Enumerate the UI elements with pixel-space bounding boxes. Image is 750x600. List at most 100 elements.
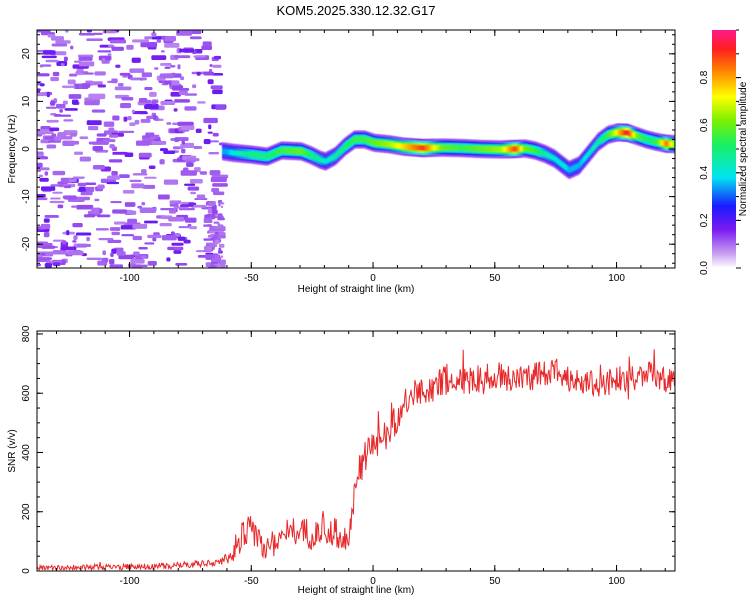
noise-speckle (178, 226, 190, 229)
noise-speckle (210, 140, 219, 143)
noise-speckle (67, 79, 76, 85)
ridge-cell (227, 149, 230, 155)
snr-x-axis-label: Height of straight line (km) (298, 585, 415, 596)
ridge-cell (532, 147, 535, 153)
ridge-cell (556, 158, 559, 164)
ridge-cell (394, 142, 397, 148)
noise-speckle (68, 94, 82, 99)
ridge-cell (319, 157, 322, 163)
ridge-cell (438, 145, 442, 151)
ridge-cell (341, 146, 344, 152)
ridge-cell (232, 150, 235, 156)
noise-speckle (37, 92, 49, 97)
ridge-cell (332, 154, 336, 160)
ridge-cell (360, 136, 363, 143)
noise-speckle (178, 90, 188, 96)
noise-speckle (208, 201, 215, 207)
ridge-cell (384, 141, 387, 147)
noise-speckle (159, 159, 165, 165)
noise-speckle (209, 64, 213, 68)
noise-speckle (193, 145, 203, 150)
ridge-cell (363, 136, 367, 143)
noise-speckle (68, 140, 80, 145)
noise-speckle (144, 103, 159, 110)
noise-speckle (40, 253, 46, 256)
ridge-cell (622, 130, 626, 136)
noise-speckle (51, 43, 68, 47)
ridge-cell (464, 145, 467, 151)
ridge-cell (430, 145, 433, 151)
noise-speckle (37, 88, 41, 92)
noise-speckle (123, 116, 128, 122)
noise-speckle (73, 151, 84, 155)
colorbar-tick-label: 0.0 (699, 261, 710, 275)
ridge-cell (372, 139, 375, 146)
ridge-cell (259, 153, 263, 159)
ridge-cell (586, 151, 590, 157)
noise-speckle (217, 235, 226, 239)
colorbar-gradient (712, 30, 736, 268)
ridge-cell (421, 145, 425, 151)
ridge-cell (409, 144, 413, 150)
ridge-cell (564, 164, 568, 171)
noise-speckle (110, 201, 122, 204)
noise-speckle (132, 235, 142, 241)
noise-speckle (107, 239, 122, 243)
ridge-cell (602, 135, 605, 141)
noise-speckle (94, 198, 100, 202)
ridge-cell (375, 140, 379, 146)
noise-speckle (49, 127, 60, 132)
noise-speckle (140, 77, 144, 81)
ridge-cell (574, 164, 578, 170)
ridge-cell (487, 146, 491, 152)
noise-speckle (148, 165, 156, 170)
snr-x-tick-label: -100 (120, 576, 140, 587)
noise-speckle (129, 68, 145, 73)
noise-speckle (129, 179, 142, 182)
ridge-cell (457, 145, 460, 151)
noise-speckle (114, 86, 132, 91)
ridge-cell (378, 140, 382, 147)
noise-speckle (76, 204, 94, 210)
ridge-cell (256, 152, 259, 158)
ridge-cell (450, 145, 454, 151)
ridge-cell (436, 145, 440, 151)
noise-speckle (37, 263, 42, 267)
noise-speckle (46, 144, 57, 149)
noise-speckle (71, 99, 79, 105)
ridge-cell (585, 153, 588, 160)
ridge-cell (511, 146, 515, 152)
ridge-cell (288, 148, 292, 154)
noise-speckle (186, 162, 194, 167)
noise-speckle (79, 84, 83, 89)
noise-speckle (132, 173, 148, 176)
noise-speckle (196, 194, 206, 200)
ridge-cell (627, 130, 631, 136)
ridge-cell (551, 154, 554, 161)
noise-speckle (62, 100, 68, 105)
noise-speckle (183, 239, 191, 244)
snr-y-tick-label: 0 (21, 568, 32, 574)
noise-speckle (94, 71, 106, 76)
noise-speckle (208, 151, 220, 155)
noise-speckle (179, 48, 195, 53)
ridge-cell (351, 138, 355, 144)
noise-speckle (160, 50, 165, 53)
ridge-cell (614, 130, 617, 136)
noise-speckle (141, 201, 146, 206)
noise-speckle (84, 100, 100, 106)
ridge-cell (399, 143, 402, 149)
noise-speckle (141, 72, 153, 78)
noise-speckle (66, 230, 70, 236)
noise-speckle (78, 186, 86, 192)
spectrogram-plot-area (37, 30, 675, 268)
ridge-cell (581, 157, 585, 164)
ridge-cell (569, 166, 573, 172)
noise-speckle (144, 242, 155, 245)
ridge-cell (307, 151, 310, 157)
ridge-cell (559, 160, 563, 167)
noise-speckle (126, 44, 134, 50)
spectrogram-x-tick-label: 0 (370, 273, 376, 284)
ridge-cell (447, 145, 450, 151)
ridge-cell (343, 144, 346, 150)
